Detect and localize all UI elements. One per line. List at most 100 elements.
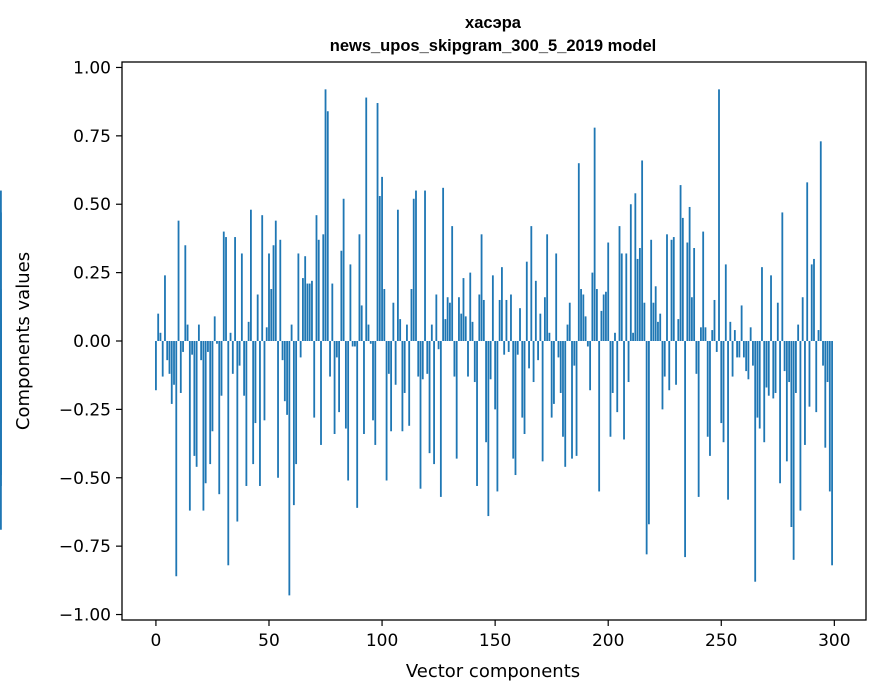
bar-171	[541, 341, 544, 462]
bar-180	[562, 341, 564, 437]
bar-0	[155, 341, 157, 391]
bar-265	[754, 341, 757, 582]
bar-79	[333, 341, 336, 434]
bar-59	[288, 341, 291, 596]
bar-29	[220, 341, 223, 396]
bar-37	[238, 341, 241, 366]
bar-257	[736, 341, 739, 358]
bar-269	[763, 341, 766, 443]
bar-109	[401, 341, 404, 432]
bar-44	[254, 341, 257, 424]
bar-131	[451, 226, 454, 341]
bar-296	[824, 341, 827, 448]
bar-204	[616, 341, 619, 413]
bar-210	[629, 204, 632, 341]
bar-21	[202, 341, 205, 511]
y-axis-label: Components values	[13, 252, 34, 430]
bar-116	[417, 341, 420, 377]
bar-283	[794, 341, 797, 393]
bar-187	[577, 163, 580, 341]
bar-158	[512, 341, 515, 459]
bar-183	[568, 302, 571, 341]
bar-122	[430, 324, 433, 341]
bar-163	[523, 341, 526, 434]
bar-258	[738, 341, 741, 358]
bar-160	[516, 341, 519, 355]
bar-209	[627, 341, 630, 383]
bar-150	[494, 341, 497, 410]
bar-60	[290, 324, 293, 341]
bar-11	[179, 341, 182, 393]
bar-230	[675, 341, 677, 385]
bar-83	[342, 198, 345, 341]
bar-126	[439, 341, 442, 497]
bar-26	[213, 316, 216, 341]
bar-165	[528, 341, 530, 369]
bar-246	[711, 330, 714, 341]
bar-262	[747, 341, 750, 380]
bar-235	[686, 242, 689, 341]
bar-157	[510, 294, 512, 341]
bar-140	[471, 321, 474, 341]
bar-82	[340, 250, 343, 341]
bar-78	[331, 283, 334, 341]
bar-105	[392, 302, 395, 341]
bar-279	[785, 341, 788, 462]
bar-213	[636, 258, 639, 341]
bar-136	[462, 278, 465, 341]
y-tick-label: −0.75	[59, 537, 111, 557]
bar-7	[170, 341, 173, 404]
bar-195	[595, 289, 598, 341]
bar-266	[756, 341, 759, 418]
y-tick-label: 0.75	[73, 127, 111, 147]
bar-63	[297, 253, 300, 341]
bar-4	[164, 275, 166, 341]
bar-261	[745, 341, 748, 372]
bar-14	[186, 324, 189, 341]
bar-2	[159, 332, 162, 341]
bar-50	[268, 253, 270, 341]
bar-216	[643, 302, 646, 341]
bar-152	[498, 299, 501, 341]
bar-252	[724, 264, 727, 341]
bar-57	[283, 341, 286, 402]
bar-undefined	[0, 190, 2, 341]
bar-214	[638, 248, 641, 341]
bar-215	[641, 160, 644, 341]
bar-19	[197, 324, 200, 341]
bar-129	[446, 297, 449, 341]
bar-189	[582, 294, 585, 341]
bar-290	[810, 264, 813, 341]
bar-76	[326, 111, 329, 342]
bar-120	[426, 341, 429, 374]
bar-45	[256, 294, 259, 341]
bar-96	[372, 341, 374, 421]
bar-190	[584, 316, 587, 341]
bar-219	[650, 239, 653, 341]
bar-268	[761, 267, 763, 341]
bar-255	[731, 341, 734, 377]
bar-46	[259, 341, 261, 486]
bar-297	[826, 341, 829, 383]
bar-164	[525, 261, 528, 341]
bar-263	[749, 327, 752, 341]
bar-201	[609, 341, 612, 437]
bar-93	[365, 97, 368, 341]
bar-186	[575, 341, 578, 456]
bar-146	[485, 341, 487, 443]
bar-242	[702, 231, 705, 341]
bar-231	[677, 319, 680, 341]
bar-84	[344, 341, 347, 429]
bar-280	[788, 341, 791, 383]
bar-36	[236, 341, 239, 522]
bar-200	[607, 242, 610, 341]
bar-43	[252, 341, 255, 465]
bar-233	[681, 217, 684, 341]
x-tick-label: 200	[592, 631, 624, 651]
bar-133	[455, 341, 458, 459]
bar-123	[433, 341, 435, 465]
bar-65	[302, 278, 304, 341]
bar-128	[444, 319, 447, 341]
bar-154	[503, 341, 506, 355]
